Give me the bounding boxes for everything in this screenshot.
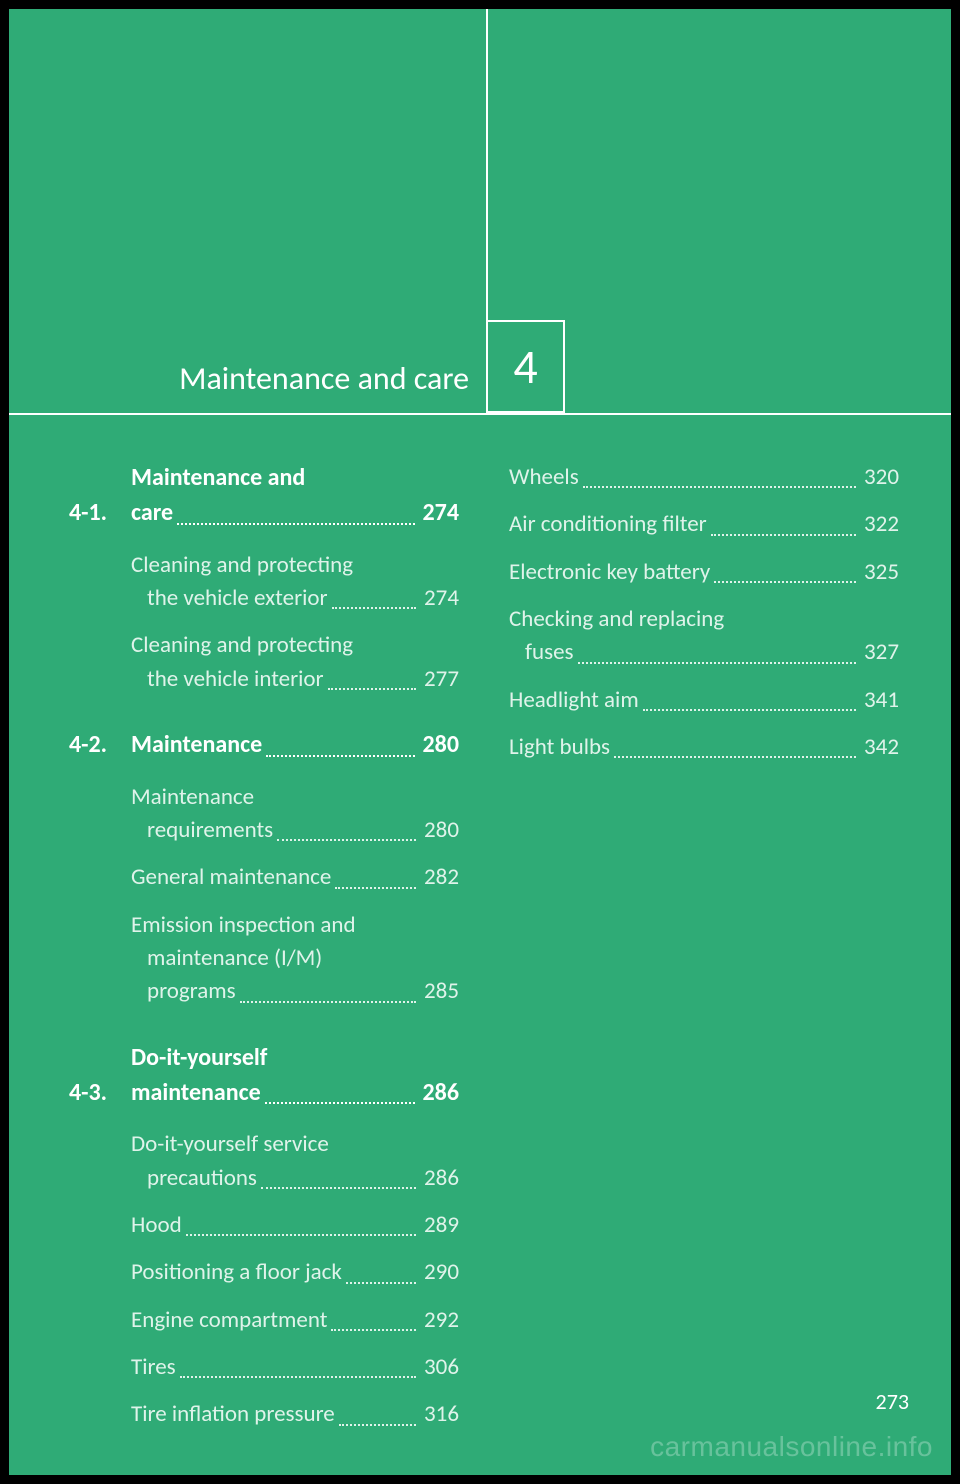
horizontal-divider: [9, 413, 951, 415]
toc-item: Electronic key battery 325: [509, 556, 899, 589]
toc-item: Tire inflation pressure 316: [131, 1398, 459, 1431]
chapter-number: 4: [513, 337, 537, 396]
toc-left-column: 4-1. Maintenance and care 274 Cleaning a…: [69, 461, 459, 1446]
toc-item: Do-it-yourself service precautions 286: [131, 1128, 459, 1195]
toc-item: Hood 289: [131, 1209, 459, 1242]
section-page: 274: [423, 496, 460, 531]
toc-item: Engine compartment 292: [131, 1304, 459, 1337]
toc-item: Headlight aim 341: [509, 684, 899, 717]
section-number: 4-1.: [69, 496, 131, 531]
section-number: 4-3.: [69, 1076, 131, 1111]
toc-item: Tires 306: [131, 1351, 459, 1384]
toc-item: Maintenance requirements 280: [131, 781, 459, 848]
toc-item: Cleaning and protecting the vehicle exte…: [131, 549, 459, 616]
watermark: carmanualsonline.info: [650, 1431, 933, 1463]
chapter-title: Maintenance and care: [79, 359, 469, 398]
chapter-number-tab: 4: [486, 320, 565, 413]
toc-item: Light bulbs 342: [509, 731, 899, 764]
toc-item: General maintenance 282: [131, 861, 459, 894]
toc-section: 4-1. Maintenance and care 274: [69, 461, 459, 531]
toc-columns: 4-1. Maintenance and care 274 Cleaning a…: [69, 461, 899, 1446]
leader-dots: [177, 523, 414, 525]
page-number: 273: [876, 1388, 909, 1415]
toc-item: Cleaning and protecting the vehicle inte…: [131, 629, 459, 696]
toc-section: 4-2. Maintenance 280: [69, 728, 459, 763]
toc-section: 4-3. Do-it-yourself maintenance 286: [69, 1041, 459, 1111]
toc-item: Air conditioning filter 322: [509, 508, 899, 541]
section-number: 4-2.: [69, 728, 131, 763]
toc-item: Checking and replacing fuses 327: [509, 603, 899, 670]
page-background: 4 Maintenance and care 4-1. Maintenance …: [9, 9, 951, 1475]
toc-right-column: Wheels 320 Air conditioning filter 322 E…: [509, 461, 899, 1446]
toc-item: Emission inspection and maintenance (I/M…: [131, 909, 459, 1009]
section-label: Maintenance and care 274: [131, 461, 459, 531]
toc-item: Positioning a floor jack 290: [131, 1256, 459, 1289]
toc-item: Wheels 320: [509, 461, 899, 494]
